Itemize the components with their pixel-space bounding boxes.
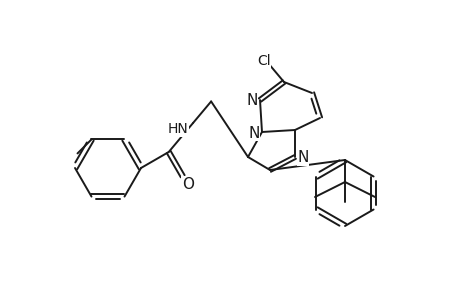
Text: O: O [181, 177, 193, 192]
Text: N: N [297, 151, 308, 166]
Text: N: N [248, 125, 259, 140]
Text: HN: HN [167, 122, 188, 136]
Text: Cl: Cl [257, 54, 270, 68]
Text: N: N [246, 92, 257, 107]
